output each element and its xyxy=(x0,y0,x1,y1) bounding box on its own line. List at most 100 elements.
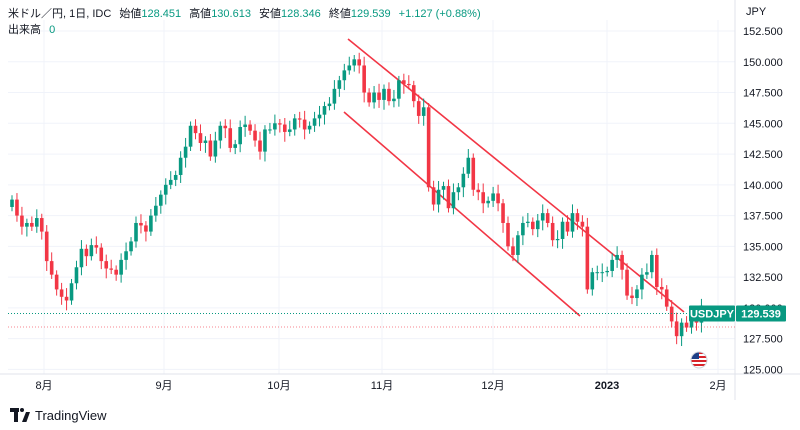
trend-channel xyxy=(343,38,685,317)
candle xyxy=(99,243,104,270)
candle xyxy=(560,217,565,249)
candle-body xyxy=(605,270,609,273)
price-tag-value: 129.539 xyxy=(741,309,781,321)
candle-body xyxy=(69,283,74,301)
candle xyxy=(392,89,396,108)
y-tick-label: 150.000 xyxy=(743,57,783,69)
candle xyxy=(317,105,322,127)
candle-body xyxy=(664,289,669,307)
candle xyxy=(535,213,540,238)
candle xyxy=(193,119,198,140)
candle-body xyxy=(104,261,109,269)
candle xyxy=(684,316,689,332)
candle-body xyxy=(679,322,684,337)
candle-body xyxy=(377,92,381,100)
candle-body xyxy=(521,222,525,236)
candle-body xyxy=(168,179,173,185)
candle-body xyxy=(461,173,466,188)
candle-body xyxy=(218,125,223,141)
candle xyxy=(481,183,485,214)
candle xyxy=(555,230,560,249)
time-axis: 8月 9月 10月 11月 12月 2023 2月 xyxy=(0,373,800,392)
candle-body xyxy=(491,193,495,201)
flag-border xyxy=(690,351,708,369)
candle-body xyxy=(144,225,148,232)
candle xyxy=(203,136,208,153)
candle-body xyxy=(243,124,247,127)
y-tick-label: 137.500 xyxy=(743,211,783,223)
candle-body xyxy=(35,218,39,227)
candle xyxy=(54,270,59,296)
candle-body xyxy=(451,192,456,209)
candle xyxy=(258,131,262,160)
candle xyxy=(640,268,644,300)
candle-body xyxy=(258,140,262,152)
candle xyxy=(44,225,49,271)
volume-row: 出来高 0 xyxy=(8,22,481,38)
candle xyxy=(268,122,272,134)
y-tick-label: 127.500 xyxy=(743,334,783,346)
candle xyxy=(233,139,237,155)
candle-body xyxy=(278,123,282,125)
candle xyxy=(645,263,649,279)
candle xyxy=(411,80,416,108)
tradingview-logo[interactable]: TradingView xyxy=(10,405,107,425)
candle xyxy=(20,206,24,235)
candle xyxy=(104,254,109,279)
candle xyxy=(178,151,183,183)
candle-body xyxy=(650,254,654,273)
candle-body xyxy=(238,126,242,145)
candle-body xyxy=(560,221,565,239)
candle xyxy=(342,63,347,91)
candle xyxy=(436,181,441,213)
candle-body xyxy=(297,118,302,120)
candle-body xyxy=(292,118,297,130)
candle-body xyxy=(213,140,218,157)
price-tag-box xyxy=(736,305,786,322)
candle-body xyxy=(347,65,352,71)
candle-body xyxy=(307,125,312,130)
candle xyxy=(35,209,39,233)
candle-body xyxy=(471,157,476,190)
x-tick-label: 10月 xyxy=(267,380,290,392)
flag-stripes xyxy=(691,352,707,368)
candle-body xyxy=(516,235,520,255)
candle xyxy=(580,215,585,237)
candle-body xyxy=(402,80,406,84)
candle xyxy=(248,120,252,135)
candle-body xyxy=(134,222,138,242)
candle xyxy=(307,121,312,134)
candle xyxy=(595,265,600,281)
candle-body xyxy=(208,140,213,157)
candle xyxy=(367,88,371,107)
candle xyxy=(426,102,431,192)
candle-body xyxy=(545,213,550,223)
candle-body xyxy=(496,193,500,204)
candle xyxy=(134,216,138,248)
candle xyxy=(173,170,178,187)
candle-body xyxy=(337,80,342,89)
candle-body xyxy=(372,92,376,103)
candle-body xyxy=(511,246,515,255)
candle-body xyxy=(620,254,624,270)
candle-body xyxy=(263,129,267,152)
candle xyxy=(287,120,292,137)
candle xyxy=(59,282,64,305)
candle xyxy=(253,124,257,147)
candle xyxy=(377,83,381,108)
candle-body xyxy=(411,85,416,102)
candle-body xyxy=(193,125,198,134)
candle xyxy=(149,209,153,236)
candle-body xyxy=(54,274,59,290)
candle-body xyxy=(387,88,391,102)
candle xyxy=(431,180,436,211)
candle xyxy=(119,253,123,283)
candle xyxy=(630,286,634,305)
candle xyxy=(570,204,575,238)
candle xyxy=(635,285,639,307)
candle xyxy=(605,266,609,277)
candle xyxy=(416,94,421,124)
candle-body xyxy=(659,286,664,290)
candle-body xyxy=(223,125,228,129)
candle-body xyxy=(159,194,163,206)
